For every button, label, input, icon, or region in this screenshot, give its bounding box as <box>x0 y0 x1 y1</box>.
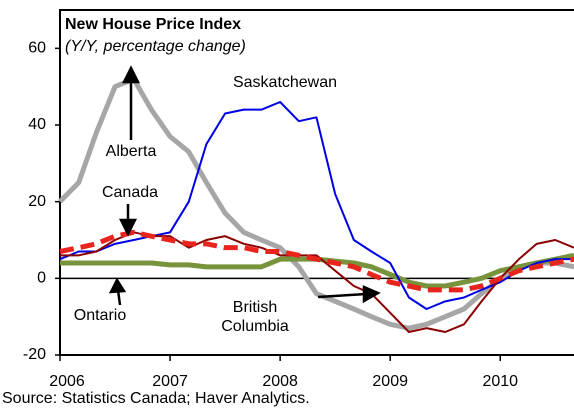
series-label: Canada <box>101 184 159 201</box>
arrows <box>108 65 381 306</box>
arrow <box>317 292 367 299</box>
arrow-head <box>108 277 127 294</box>
x-tick-label: 2006 <box>49 373 85 390</box>
plot-frame <box>59 9 574 356</box>
arrow-head <box>118 218 138 237</box>
chart-subtitle: (Y/Y, percentage change) <box>65 38 246 55</box>
series-label: British Columbia <box>221 299 289 335</box>
y-tick-label: 20 <box>28 193 46 210</box>
series-label: Saskatchewan <box>232 74 338 91</box>
x-tick-label: 2008 <box>262 373 298 390</box>
arrow-head <box>362 285 381 304</box>
series-label: Ontario <box>73 307 127 324</box>
chart-title: New House Price Index <box>65 16 241 33</box>
y-tick-label: 40 <box>28 116 46 133</box>
x-tick-label: 2010 <box>482 373 518 390</box>
y-tick-label: 60 <box>28 40 46 57</box>
plot-area: -20 0 20 40 60 2006 2007 2008 2009 2010 <box>23 9 574 390</box>
arrow-head <box>121 65 141 84</box>
y-tick-label: -20 <box>23 346 46 363</box>
series-line <box>58 76 574 331</box>
x-tick-label: 2007 <box>152 373 188 390</box>
series-label: Alberta <box>105 143 157 160</box>
x-tick-label: 2009 <box>372 373 408 390</box>
source: Source: Statistics Canada; Haver Analyti… <box>2 390 310 407</box>
series-line <box>59 229 574 293</box>
y-tick-label: 0 <box>37 270 46 287</box>
